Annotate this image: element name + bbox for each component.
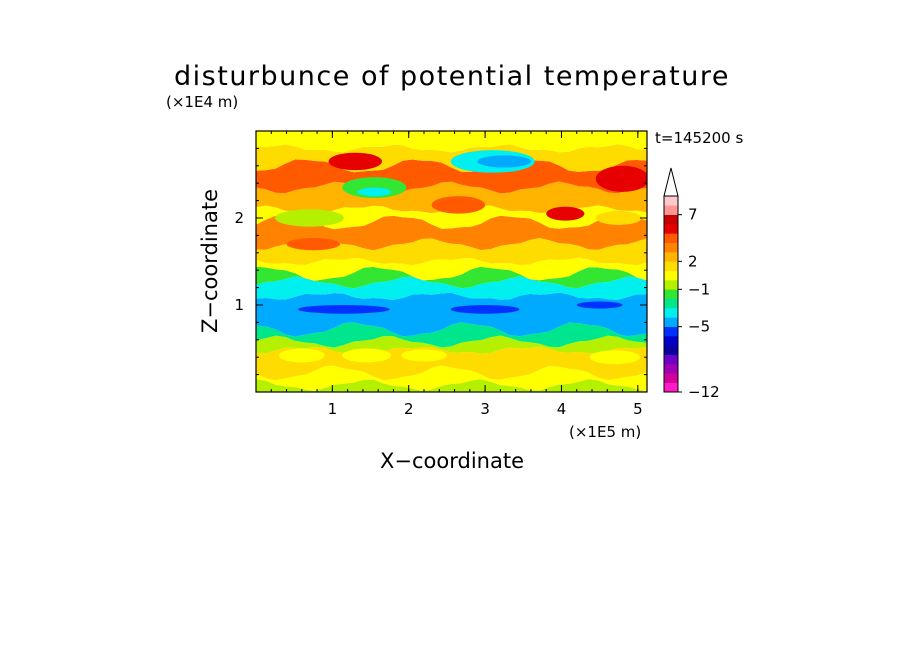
- contour-band: [256, 292, 647, 337]
- colorbar-swatch: [664, 354, 678, 365]
- colorbar-swatch: [664, 364, 678, 374]
- contour-cell: [286, 238, 341, 251]
- contour-cell: [546, 206, 585, 221]
- contour-band: [256, 322, 647, 348]
- y-tick-label: 2: [234, 209, 244, 227]
- colorbar-frame: [663, 195, 679, 393]
- contour-cell: [357, 187, 392, 197]
- contour-band: [256, 257, 647, 281]
- y-tick-label: 1: [234, 296, 244, 314]
- colorbar-swatch: [664, 373, 678, 383]
- colorbar-label: −5: [688, 318, 710, 336]
- x-tick-label: 4: [557, 400, 567, 418]
- contour-cell: [298, 305, 390, 314]
- x-unit-label: (×1E5 m): [569, 423, 641, 441]
- colorbar-swatch: [664, 289, 678, 299]
- x-axis-label: X−coordinate: [380, 449, 524, 473]
- colorbar-swatch: [664, 224, 678, 234]
- colorbar-swatch: [664, 336, 678, 346]
- y-axis-label: Z−coordinate: [198, 189, 222, 333]
- contour-cell: [576, 301, 623, 309]
- colorbar-swatch: [664, 252, 678, 262]
- colorbar-swatch: [664, 326, 678, 337]
- x-tick-label: 2: [404, 400, 414, 418]
- x-tick-label: 3: [480, 400, 490, 418]
- contour-band: [256, 379, 647, 392]
- y-unit-label: (×1E4 m): [166, 93, 238, 111]
- contour-band: [256, 215, 647, 251]
- plot-frame: [255, 130, 648, 393]
- contour-cell: [589, 350, 641, 365]
- colorbar-swatch: [664, 298, 678, 309]
- contour-cell: [431, 196, 486, 214]
- contour-band: [256, 365, 647, 392]
- colorbar-swatch: [664, 261, 678, 271]
- colorbar-swatch: [664, 270, 678, 281]
- colorbar-swatch: [664, 196, 678, 206]
- colorbar-swatch: [664, 233, 678, 243]
- contour-cell: [595, 165, 647, 192]
- colorbar-swatch: [664, 382, 678, 393]
- contour-field: [256, 131, 647, 392]
- colorbar-swatch: [664, 205, 678, 215]
- axis-ticks: 1 2 3 4 5 1 2: [234, 131, 647, 418]
- contour-cell: [477, 155, 531, 168]
- contour-band: [256, 131, 647, 153]
- contour-band: [256, 276, 647, 300]
- contour-band: [256, 335, 647, 354]
- colorbar-extend-arrow: [663, 167, 679, 197]
- contour-band: [256, 238, 647, 266]
- x-tick-label: 1: [328, 400, 338, 418]
- time-label: t=145200 s: [655, 129, 743, 147]
- colorbar-label: 2: [688, 252, 698, 270]
- colorbar-swatch: [664, 308, 678, 318]
- contour-cell: [401, 349, 447, 362]
- x-tick-label: 5: [633, 400, 643, 418]
- contour-cell: [450, 305, 520, 314]
- contour-cell: [278, 348, 325, 363]
- colorbar-swatch: [664, 345, 678, 355]
- contour-band: [256, 266, 647, 289]
- colorbar-label: 7: [688, 206, 698, 224]
- colorbar-swatch: [664, 317, 678, 327]
- colorbar-label: −12: [688, 383, 720, 401]
- colorbar-swatch: [664, 214, 678, 225]
- contour-cell: [275, 209, 344, 227]
- contour-cell: [342, 348, 392, 363]
- contour-cell: [328, 152, 383, 171]
- colorbar-swatch: [664, 280, 678, 290]
- colorbar: 7 2 −1 −5 −12: [663, 167, 720, 401]
- colorbar-swatch: [664, 242, 678, 253]
- colorbar-label: −1: [688, 280, 710, 298]
- contour-band: [256, 205, 647, 230]
- contour-cell: [595, 211, 642, 225]
- chart-title: disturbunce of potential temperature: [174, 61, 730, 92]
